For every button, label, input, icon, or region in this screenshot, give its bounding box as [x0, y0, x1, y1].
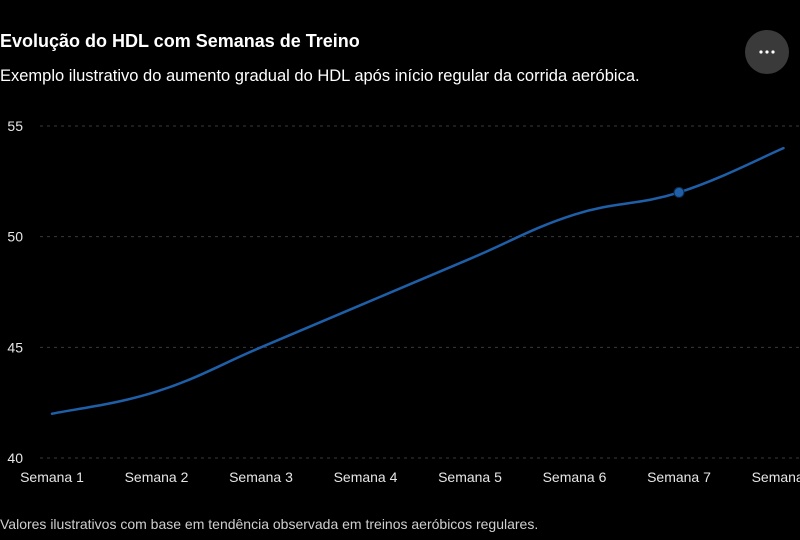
y-tick-label: 55 — [7, 118, 23, 134]
x-tick-label: Semana 8 — [752, 469, 800, 485]
x-axis-ticks: Semana 1 Semana 2 Semana 3 Semana 4 Semana 5… — [20, 469, 800, 485]
chart-subtitle: Exemplo ilustrativo do aumento gradual d… — [0, 67, 640, 85]
x-tick-label: Semana 2 — [125, 469, 189, 485]
x-tick-label: Semana 5 — [438, 469, 502, 485]
chart-footnote: Valores ilustrativos com base em tendênc… — [0, 516, 539, 532]
x-tick-label: Semana 6 — [543, 469, 607, 485]
grid-lines — [40, 125, 800, 459]
series-line — [50, 146, 785, 415]
x-tick-label: Semana 1 — [20, 469, 84, 485]
y-tick-label: 45 — [7, 339, 23, 355]
y-tick-label: 50 — [7, 229, 23, 245]
chart-title: Evolução do HDL com Semanas de Treino — [0, 31, 360, 51]
x-tick-label: Semana 3 — [229, 469, 293, 485]
more-options-button[interactable] — [745, 30, 789, 74]
y-tick-label: 40 — [7, 450, 23, 466]
x-tick-label: Semana 4 — [334, 469, 398, 485]
x-tick-label: Semana 7 — [647, 469, 711, 485]
data-point-highlight[interactable] — [673, 186, 685, 198]
series-layer — [50, 146, 785, 415]
y-axis-ticks: 40 45 50 55 — [7, 118, 23, 466]
more-horizontal-icon — [759, 50, 775, 54]
